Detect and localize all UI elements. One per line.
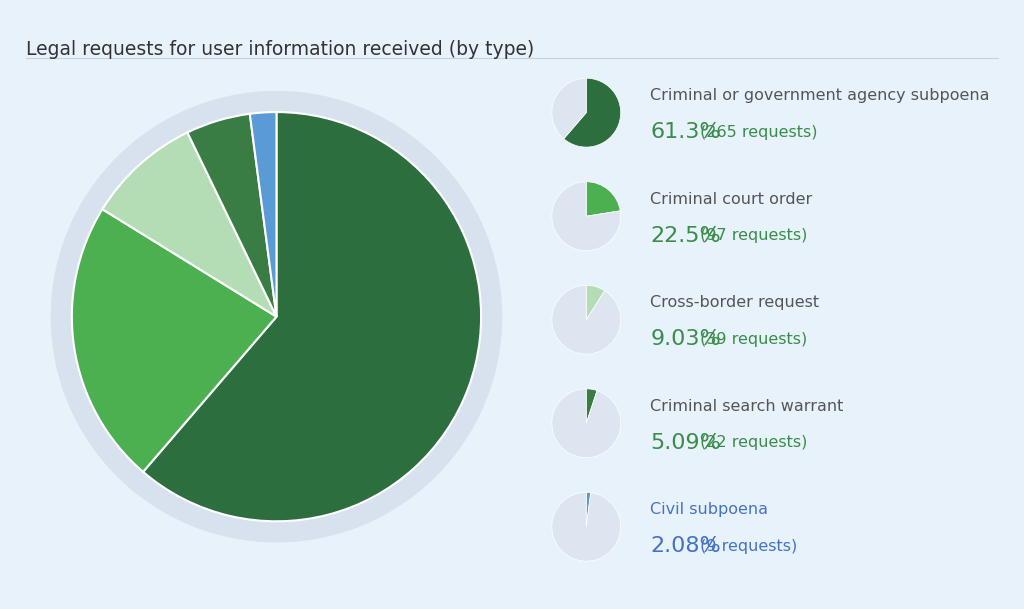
Wedge shape (552, 389, 621, 458)
Circle shape (51, 91, 502, 542)
Text: (265 requests): (265 requests) (695, 125, 818, 139)
Text: 61.3%: 61.3% (650, 122, 721, 142)
Text: (22 requests): (22 requests) (695, 435, 808, 450)
Wedge shape (586, 492, 591, 527)
Text: (39 requests): (39 requests) (695, 332, 808, 347)
Wedge shape (552, 181, 621, 251)
Text: 22.5%: 22.5% (650, 226, 721, 245)
Text: Legal requests for user information received (by type): Legal requests for user information rece… (26, 40, 534, 58)
Wedge shape (143, 112, 481, 521)
Wedge shape (586, 181, 621, 216)
Wedge shape (187, 114, 276, 317)
Wedge shape (102, 133, 276, 317)
Text: Criminal or government agency subpoena: Criminal or government agency subpoena (650, 88, 990, 103)
Text: Civil subpoena: Civil subpoena (650, 502, 768, 517)
Wedge shape (552, 78, 587, 139)
Wedge shape (552, 492, 621, 561)
Text: Criminal search warrant: Criminal search warrant (650, 399, 844, 414)
Wedge shape (586, 389, 597, 423)
Text: Cross-border request: Cross-border request (650, 295, 819, 310)
Text: Criminal court order: Criminal court order (650, 192, 812, 206)
Wedge shape (72, 209, 276, 472)
Wedge shape (552, 285, 621, 354)
Wedge shape (564, 78, 621, 147)
Text: 9.03%: 9.03% (650, 329, 721, 349)
Text: (97 requests): (97 requests) (695, 228, 808, 243)
Text: 5.09%: 5.09% (650, 433, 721, 452)
Wedge shape (586, 285, 605, 320)
Text: 2.08%: 2.08% (650, 537, 721, 556)
Wedge shape (250, 112, 276, 317)
Text: (9 requests): (9 requests) (695, 539, 798, 554)
